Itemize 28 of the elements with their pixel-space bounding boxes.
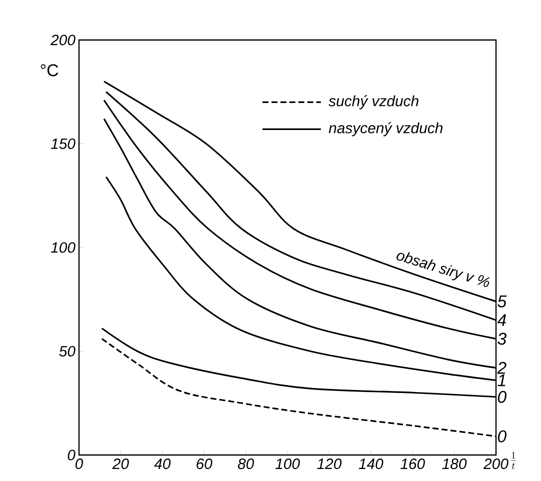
series-label: 0 bbox=[498, 390, 506, 403]
x-tick-label: 200 bbox=[483, 458, 508, 470]
series-label: 0 bbox=[498, 430, 506, 442]
y-tick-label: 50 bbox=[59, 346, 76, 357]
y-tick-label: 0 bbox=[68, 450, 76, 460]
y-axis-title: °C bbox=[40, 64, 58, 76]
annotation: suchý vzduch bbox=[328, 95, 418, 110]
y-tick-label: 200 bbox=[50, 34, 76, 46]
series-label: 5 bbox=[498, 296, 507, 308]
x-tick-label: 160 bbox=[400, 458, 425, 470]
x-axis-title: $\frac{1}{t}$ bbox=[510, 452, 516, 470]
x-tick-label: 100 bbox=[275, 458, 300, 470]
annotation: nasycený vzduch bbox=[328, 122, 442, 136]
series-label: 2 bbox=[497, 362, 506, 374]
series-label: 3 bbox=[498, 332, 506, 345]
annotation: obsah siry v % bbox=[396, 252, 490, 287]
y-tick-label: 100 bbox=[50, 242, 76, 253]
x-tick-label: 80 bbox=[238, 458, 254, 470]
series-label: 1 bbox=[498, 374, 506, 386]
x-tick-label: 20 bbox=[112, 458, 129, 470]
series-label: 4 bbox=[497, 314, 506, 326]
x-tick-label: 60 bbox=[196, 458, 212, 470]
x-tick-label: 120 bbox=[317, 458, 342, 470]
x-tick-label: 0 bbox=[76, 458, 84, 470]
x-tick-label: 40 bbox=[154, 458, 171, 470]
x-tick-label: 140 bbox=[358, 458, 384, 470]
x-tick-label: 180 bbox=[442, 458, 467, 470]
y-tick-label: 150 bbox=[50, 138, 76, 150]
